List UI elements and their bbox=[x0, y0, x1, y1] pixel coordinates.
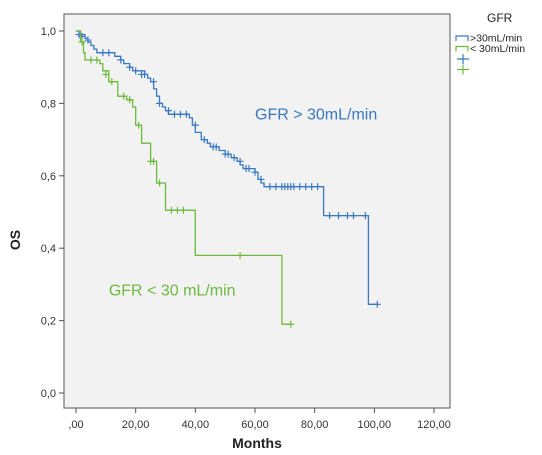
censor-mark-0 bbox=[335, 212, 343, 220]
x-axis-title: Months bbox=[232, 435, 282, 451]
censor-mark-0 bbox=[164, 107, 172, 115]
y-tick-label: 0,2 bbox=[41, 316, 56, 328]
censor-mark-0 bbox=[126, 63, 134, 71]
censor-mark-1 bbox=[156, 179, 164, 187]
plot-area bbox=[63, 13, 451, 409]
censor-mark-1 bbox=[120, 92, 128, 100]
y-tick-label: 0,4 bbox=[41, 243, 56, 255]
censor-mark-0 bbox=[343, 212, 351, 220]
y-axis: 0,0 0,2 0,4 0,6 0,8 1,0 bbox=[41, 26, 64, 400]
censor-mark-1 bbox=[135, 121, 143, 129]
censor-mark-0 bbox=[266, 183, 274, 191]
censor-mark-0 bbox=[290, 183, 298, 191]
censor-mark-0 bbox=[191, 121, 199, 129]
x-tick-label: 20,00 bbox=[122, 419, 150, 431]
censor-mark-0 bbox=[245, 165, 253, 173]
censor-mark-1 bbox=[173, 206, 181, 214]
legend-censor-swatch bbox=[457, 64, 469, 75]
censor-mark-0 bbox=[361, 212, 369, 220]
censor-mark-1 bbox=[150, 157, 158, 165]
censor-mark-1 bbox=[179, 206, 187, 214]
legend-label: < 30mL/min bbox=[470, 43, 525, 55]
curve-annotation: GFR > 30mL/min bbox=[255, 107, 377, 124]
censor-mark-0 bbox=[224, 150, 232, 158]
censor-mark-0 bbox=[272, 183, 280, 191]
x-tick-label: 80,00 bbox=[301, 419, 329, 431]
censor-mark-0 bbox=[150, 78, 158, 86]
censor-mark-0 bbox=[251, 168, 259, 176]
censor-mark-1 bbox=[167, 206, 175, 214]
censor-mark-0 bbox=[105, 49, 113, 57]
series-layer bbox=[75, 30, 381, 328]
censor-mark-0 bbox=[156, 99, 164, 107]
censor-mark-0 bbox=[99, 49, 107, 57]
censor-mark-0 bbox=[296, 183, 304, 191]
censor-mark-1 bbox=[108, 78, 116, 86]
annotation-layer: GFR > 30mL/min GFR < 30 mL/min bbox=[109, 107, 377, 300]
legend-swatch bbox=[455, 35, 469, 41]
x-tick-label: ,00 bbox=[68, 419, 83, 431]
censor-mark-0 bbox=[308, 183, 316, 191]
x-tick-label: 40,00 bbox=[182, 419, 210, 431]
y-tick-label: 0,8 bbox=[41, 98, 56, 110]
censor-mark-1 bbox=[236, 251, 244, 259]
censor-mark-1 bbox=[78, 38, 86, 46]
censor-mark-0 bbox=[200, 136, 208, 144]
censor-mark-0 bbox=[373, 300, 381, 308]
censor-mark-0 bbox=[176, 110, 184, 118]
censor-mark-0 bbox=[212, 143, 220, 151]
censor-mark-0 bbox=[141, 70, 149, 78]
y-tick-label: 0,0 bbox=[41, 388, 56, 400]
censor-mark-1 bbox=[87, 56, 95, 64]
legend-title: GFR bbox=[487, 11, 513, 25]
censor-mark-1 bbox=[126, 96, 134, 104]
legend: GFR >30mL/min< 30mL/min bbox=[455, 11, 525, 75]
censor-mark-1 bbox=[93, 56, 101, 64]
legend-censor-swatch bbox=[457, 54, 469, 64]
y-tick-label: 0,6 bbox=[41, 171, 56, 183]
censor-mark-0 bbox=[230, 154, 238, 162]
censor-mark-0 bbox=[302, 183, 310, 191]
x-tick-label: 60,00 bbox=[241, 419, 269, 431]
censor-mark-1 bbox=[287, 320, 295, 328]
y-tick-label: 1,0 bbox=[41, 26, 56, 38]
censor-mark-0 bbox=[84, 36, 92, 44]
censor-mark-0 bbox=[257, 175, 265, 183]
x-tick-label: 120,00 bbox=[417, 419, 451, 431]
censor-mark-0 bbox=[182, 110, 190, 118]
legend-label: >30mL/min bbox=[470, 33, 522, 45]
censor-mark-1 bbox=[102, 70, 110, 78]
legend-swatch bbox=[455, 45, 469, 52]
censor-mark-0 bbox=[236, 157, 244, 165]
censor-mark-0 bbox=[349, 212, 357, 220]
censor-mark-0 bbox=[132, 67, 140, 75]
x-axis: ,00 20,00 40,00 60,00 80,00 100,00 120,00 bbox=[68, 408, 451, 431]
censor-mark-0 bbox=[326, 212, 334, 220]
censor-mark-0 bbox=[117, 56, 125, 64]
x-tick-label: 100,00 bbox=[358, 419, 392, 431]
censor-mark-0 bbox=[314, 183, 322, 191]
curve-annotation: GFR < 30 mL/min bbox=[109, 282, 236, 299]
censor-mark-0 bbox=[170, 110, 178, 118]
y-axis-title: OS bbox=[7, 230, 23, 250]
